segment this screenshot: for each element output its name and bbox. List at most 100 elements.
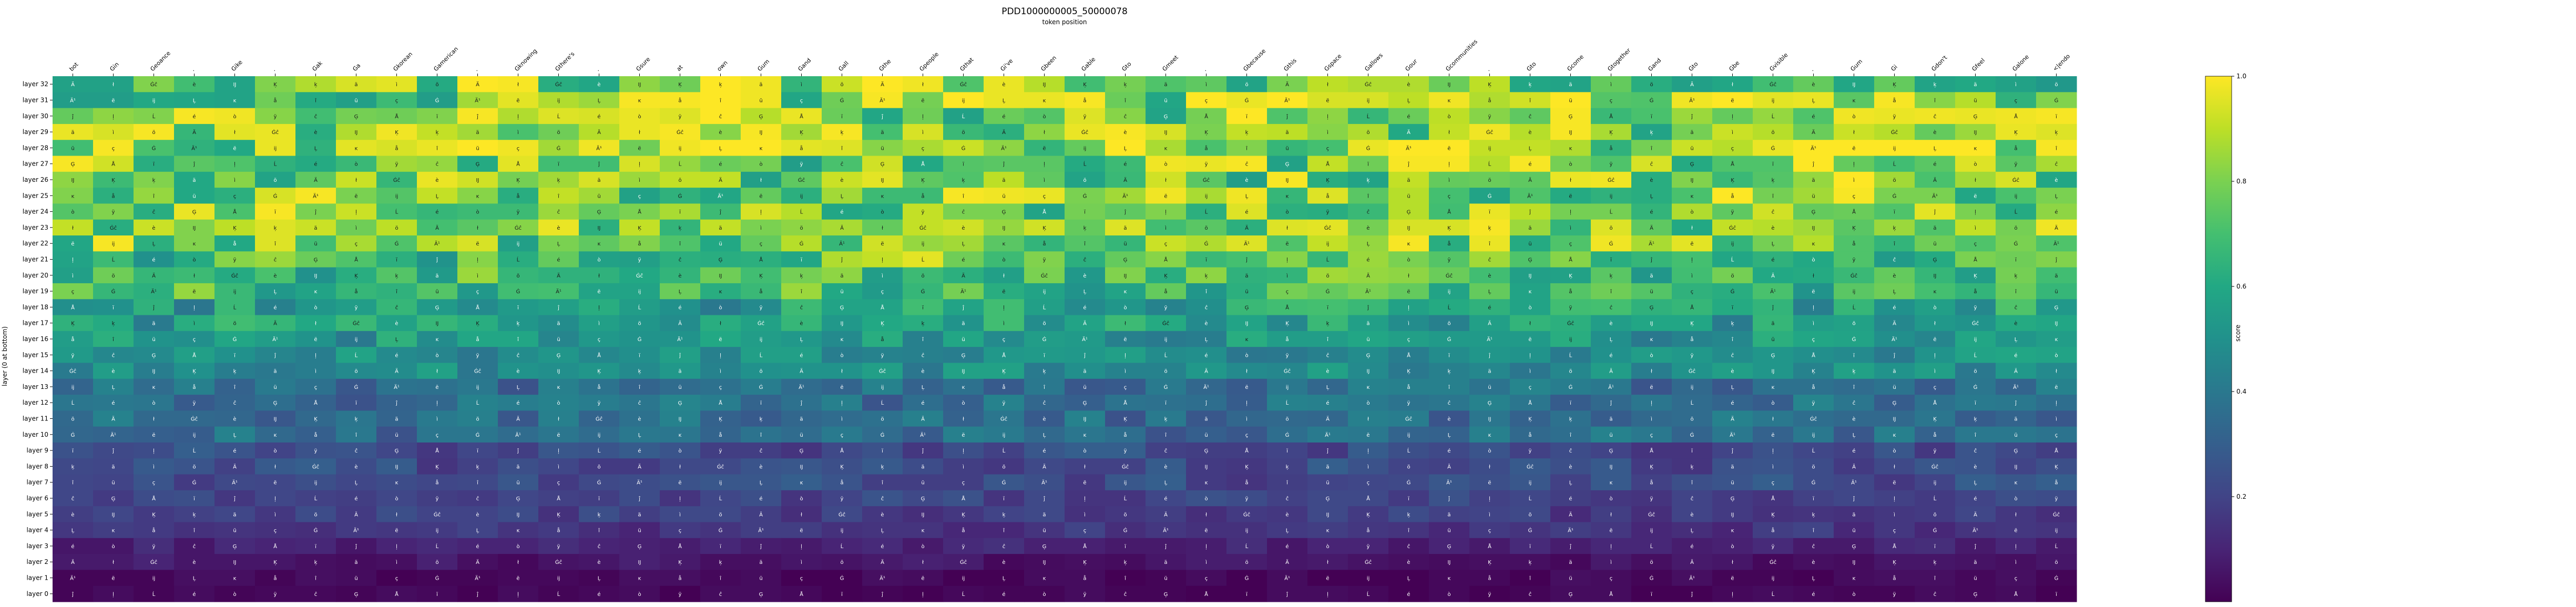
heatmap-cell: [943, 219, 984, 236]
cell-token-glyph: ü: [1893, 385, 1896, 390]
cell-token-glyph: ĸ: [1245, 337, 1249, 343]
x-tick-label: Gvisible: [1768, 52, 1789, 73]
cell-token-glyph: ï: [1650, 592, 1652, 598]
heatmap-cell: [1955, 140, 1996, 157]
heatmap-cell: [336, 156, 377, 172]
cell-token-glyph: é: [962, 256, 965, 263]
cell-token-glyph: Ä: [597, 129, 601, 136]
heatmap-cell: [1996, 203, 2037, 220]
heatmap-cell: [417, 203, 458, 220]
heatmap-cell: [498, 124, 539, 140]
y-tick-label: layer 1: [26, 574, 48, 582]
cell-token-glyph: è: [1164, 464, 1167, 470]
cell-token-glyph: ĵ: [1326, 448, 1328, 454]
cell-token-glyph: ÿ: [1812, 400, 1815, 406]
cell-token-glyph: Ġĉ: [150, 81, 157, 88]
cell-token-glyph: ç: [1893, 528, 1896, 534]
cell-token-glyph: ë: [516, 98, 519, 104]
cell-token-glyph: ë: [516, 576, 519, 582]
heatmap-cell: [1631, 140, 1672, 157]
cell-token-glyph: ë: [1609, 528, 1612, 534]
cell-token-glyph: ĳ: [1448, 289, 1451, 295]
cell-token-glyph: ÿ: [1610, 162, 1613, 168]
cell-token-glyph: Ģ: [1447, 544, 1451, 550]
cell-token-glyph: ò: [71, 209, 74, 215]
cell-token-glyph: å: [273, 97, 277, 104]
heatmap-cell: [1388, 203, 1429, 220]
cell-token-glyph: ÿ: [1974, 305, 1977, 311]
cell-token-glyph: Ġ: [597, 479, 601, 486]
cell-token-glyph: Ĺ: [1367, 591, 1370, 598]
cell-token-glyph: Ġĉ: [1770, 81, 1776, 88]
cell-token-glyph: Å: [1164, 256, 1168, 263]
cell-token-glyph: ł: [1894, 464, 1895, 470]
cell-token-glyph: ĵ: [598, 161, 600, 168]
cell-token-glyph: Ĺ: [1367, 113, 1370, 120]
cell-token-glyph: ļ: [922, 114, 924, 120]
heatmap-cell: [1105, 108, 1146, 125]
cell-token-glyph: Å: [1366, 495, 1370, 502]
heatmap-cell: [1834, 203, 1875, 220]
cell-token-glyph: ł: [720, 321, 721, 327]
x-tick-label: Gbe: [1727, 59, 1741, 73]
cell-token-glyph: Ļ: [881, 528, 884, 534]
cell-token-glyph: ł: [113, 82, 114, 88]
heatmap-cell: [1996, 76, 2037, 92]
cell-token-glyph: î: [719, 575, 721, 582]
cell-token-glyph: î: [1083, 241, 1086, 247]
cell-token-glyph: Å: [1690, 304, 1694, 311]
cell-token-glyph: ò: [1083, 448, 1086, 454]
cell-token-glyph: ä: [1123, 225, 1127, 231]
cell-token-glyph: Ġĉ: [1041, 272, 1048, 279]
cell-token-glyph: è: [1933, 129, 1936, 136]
cell-token-glyph: Ĳ: [355, 130, 358, 136]
heatmap-cell: [781, 140, 822, 157]
cell-token-glyph: ĸ: [922, 528, 925, 534]
cell-token-glyph: ĸ: [1043, 98, 1046, 104]
cell-token-glyph: å: [111, 192, 115, 199]
cell-token-glyph: ü: [638, 528, 641, 534]
cell-token-glyph: ä: [1609, 417, 1612, 423]
cell-token-glyph: ķ: [800, 273, 803, 279]
cell-token-glyph: Ĳ: [314, 273, 318, 279]
cell-token-glyph: Å: [840, 447, 844, 454]
cell-token-glyph: Ļ: [1974, 480, 1977, 486]
cell-token-glyph: ë: [111, 576, 115, 582]
cell-token-glyph: ò: [840, 352, 843, 358]
heatmap-cell: [1996, 188, 2037, 204]
cell-token-glyph: ì: [1245, 416, 1248, 423]
cell-token-glyph: é: [1002, 114, 1005, 120]
cell-token-glyph: Ġ: [1285, 431, 1290, 438]
cell-token-glyph: Ļ: [1853, 433, 1856, 438]
cell-token-glyph: è: [1042, 416, 1046, 423]
cell-token-glyph: Ļ: [1934, 146, 1937, 151]
cell-token-glyph: ĵ: [1691, 591, 1693, 598]
cell-token-glyph: ĵ: [395, 400, 397, 406]
cell-token-glyph: î: [1812, 528, 1814, 534]
cell-token-glyph: ö: [921, 273, 924, 279]
colorbar-tick-label: 1.0: [2236, 73, 2246, 80]
cell-token-glyph: Ķ: [1042, 225, 1046, 231]
cell-token-glyph: å: [395, 145, 398, 151]
cell-token-glyph: ä: [71, 130, 74, 136]
cell-token-glyph: ë: [1812, 289, 1815, 295]
cell-token-glyph: ä: [597, 178, 600, 183]
heatmap-cell: [1550, 92, 1591, 109]
cell-token-glyph: Ä: [1488, 320, 1491, 327]
heatmap-cell: [1348, 203, 1389, 220]
heatmap-cell: [255, 171, 296, 188]
cell-token-glyph: î: [1286, 480, 1288, 486]
heatmap-cell: [660, 92, 701, 109]
cell-token-glyph: Ķ: [921, 178, 925, 183]
heatmap-cell: [822, 188, 863, 204]
cell-token-glyph: ë: [1771, 433, 1774, 438]
cell-token-glyph: Ġĉ: [960, 81, 967, 88]
cell-token-glyph: é: [1407, 114, 1410, 120]
cell-token-glyph: ĳ: [1164, 337, 1168, 343]
cell-token-glyph: Å: [1771, 495, 1775, 502]
cell-token-glyph: ä: [1731, 464, 1734, 470]
cell-token-glyph: ä: [111, 464, 115, 470]
cell-token-glyph: Ĳ: [557, 369, 560, 375]
heatmap-cell: [741, 108, 782, 125]
